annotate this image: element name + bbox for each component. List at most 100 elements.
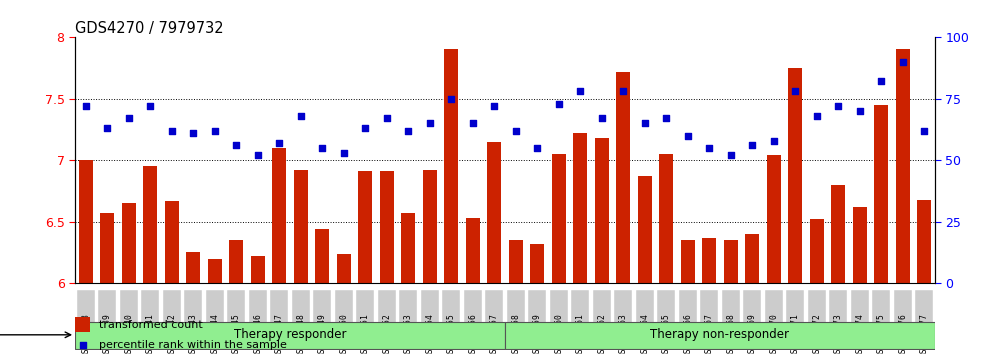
Text: GSM530872: GSM530872 (812, 313, 821, 354)
Text: transformed count: transformed count (99, 320, 203, 330)
Text: GSM530841: GSM530841 (146, 313, 155, 354)
Bar (485, 290, 503, 347)
Bar (378, 290, 396, 347)
Bar (292, 290, 310, 347)
Point (830, 103, 846, 109)
Point (379, 115, 395, 121)
Text: individual: individual (0, 330, 71, 340)
Bar (315, 229, 329, 283)
Bar (229, 240, 243, 283)
Text: GSM530839: GSM530839 (103, 313, 112, 354)
Bar (702, 238, 716, 283)
Point (916, 128, 932, 133)
Point (701, 145, 717, 151)
Bar (765, 290, 783, 347)
Bar (466, 218, 480, 283)
Text: GSM530855: GSM530855 (447, 313, 456, 354)
Bar (294, 170, 308, 283)
Bar (872, 290, 890, 347)
Bar (679, 290, 697, 347)
Text: GSM530853: GSM530853 (404, 313, 413, 354)
Text: GSM530873: GSM530873 (834, 313, 843, 354)
Point (723, 153, 739, 158)
Text: GSM530861: GSM530861 (576, 313, 585, 354)
Bar (399, 290, 417, 347)
Bar (120, 290, 138, 347)
Bar (421, 290, 439, 347)
Bar (141, 290, 159, 347)
Bar (614, 290, 632, 347)
Text: GSM530852: GSM530852 (382, 313, 391, 354)
Point (572, 88, 588, 94)
Point (637, 120, 653, 126)
Point (852, 108, 868, 114)
Text: Therapy non-responder: Therapy non-responder (650, 328, 790, 341)
Bar (550, 290, 568, 347)
Point (293, 113, 309, 119)
Bar (272, 148, 286, 283)
Point (658, 115, 674, 121)
Bar (163, 290, 181, 347)
Bar (442, 290, 460, 347)
Bar (595, 138, 609, 283)
Bar (423, 170, 437, 283)
Text: GSM530857: GSM530857 (490, 313, 499, 354)
Bar (573, 133, 587, 283)
Bar (571, 290, 589, 347)
Bar (165, 201, 179, 283)
Text: GSM530859: GSM530859 (533, 313, 542, 354)
Point (75, 342, 91, 348)
Bar (743, 290, 761, 347)
Bar (98, 290, 116, 347)
Text: GSM530875: GSM530875 (877, 313, 886, 354)
Bar (100, 213, 114, 283)
Text: GSM530862: GSM530862 (597, 313, 606, 354)
Bar (505, 322, 935, 349)
Text: GSM530854: GSM530854 (425, 313, 434, 354)
Bar (831, 185, 845, 283)
Text: GSM530867: GSM530867 (705, 313, 714, 354)
Point (529, 145, 545, 151)
Point (615, 88, 631, 94)
Point (314, 145, 330, 151)
Text: GSM530860: GSM530860 (554, 313, 563, 354)
Bar (208, 258, 222, 283)
Bar (79, 160, 93, 283)
Bar (380, 171, 394, 283)
Point (422, 120, 438, 126)
Text: GSM530843: GSM530843 (189, 313, 198, 354)
Bar (337, 254, 351, 283)
Bar (659, 154, 673, 283)
Bar (444, 50, 458, 283)
Point (551, 101, 567, 107)
Point (465, 120, 481, 126)
Bar (122, 203, 136, 283)
Bar (786, 290, 804, 347)
Point (99, 125, 115, 131)
Point (185, 130, 201, 136)
Point (787, 88, 803, 94)
Bar (700, 290, 718, 347)
Bar (851, 290, 869, 347)
Text: GSM530847: GSM530847 (275, 313, 284, 354)
Bar (894, 290, 912, 347)
Text: GSM530869: GSM530869 (748, 313, 757, 354)
Bar (724, 240, 738, 283)
Bar (75, 317, 90, 332)
Text: GSM530845: GSM530845 (232, 313, 241, 354)
Point (809, 113, 825, 119)
Bar (638, 176, 652, 283)
Bar (487, 142, 501, 283)
Text: GSM530851: GSM530851 (361, 313, 370, 354)
Point (766, 138, 782, 143)
Bar (874, 105, 888, 283)
Text: GSM530846: GSM530846 (253, 313, 262, 354)
Bar (313, 290, 331, 347)
Point (400, 128, 416, 133)
Point (164, 128, 180, 133)
Bar (722, 290, 740, 347)
Point (142, 103, 158, 109)
Text: GSM530865: GSM530865 (662, 313, 671, 354)
Bar (270, 290, 288, 347)
Point (78, 103, 94, 109)
